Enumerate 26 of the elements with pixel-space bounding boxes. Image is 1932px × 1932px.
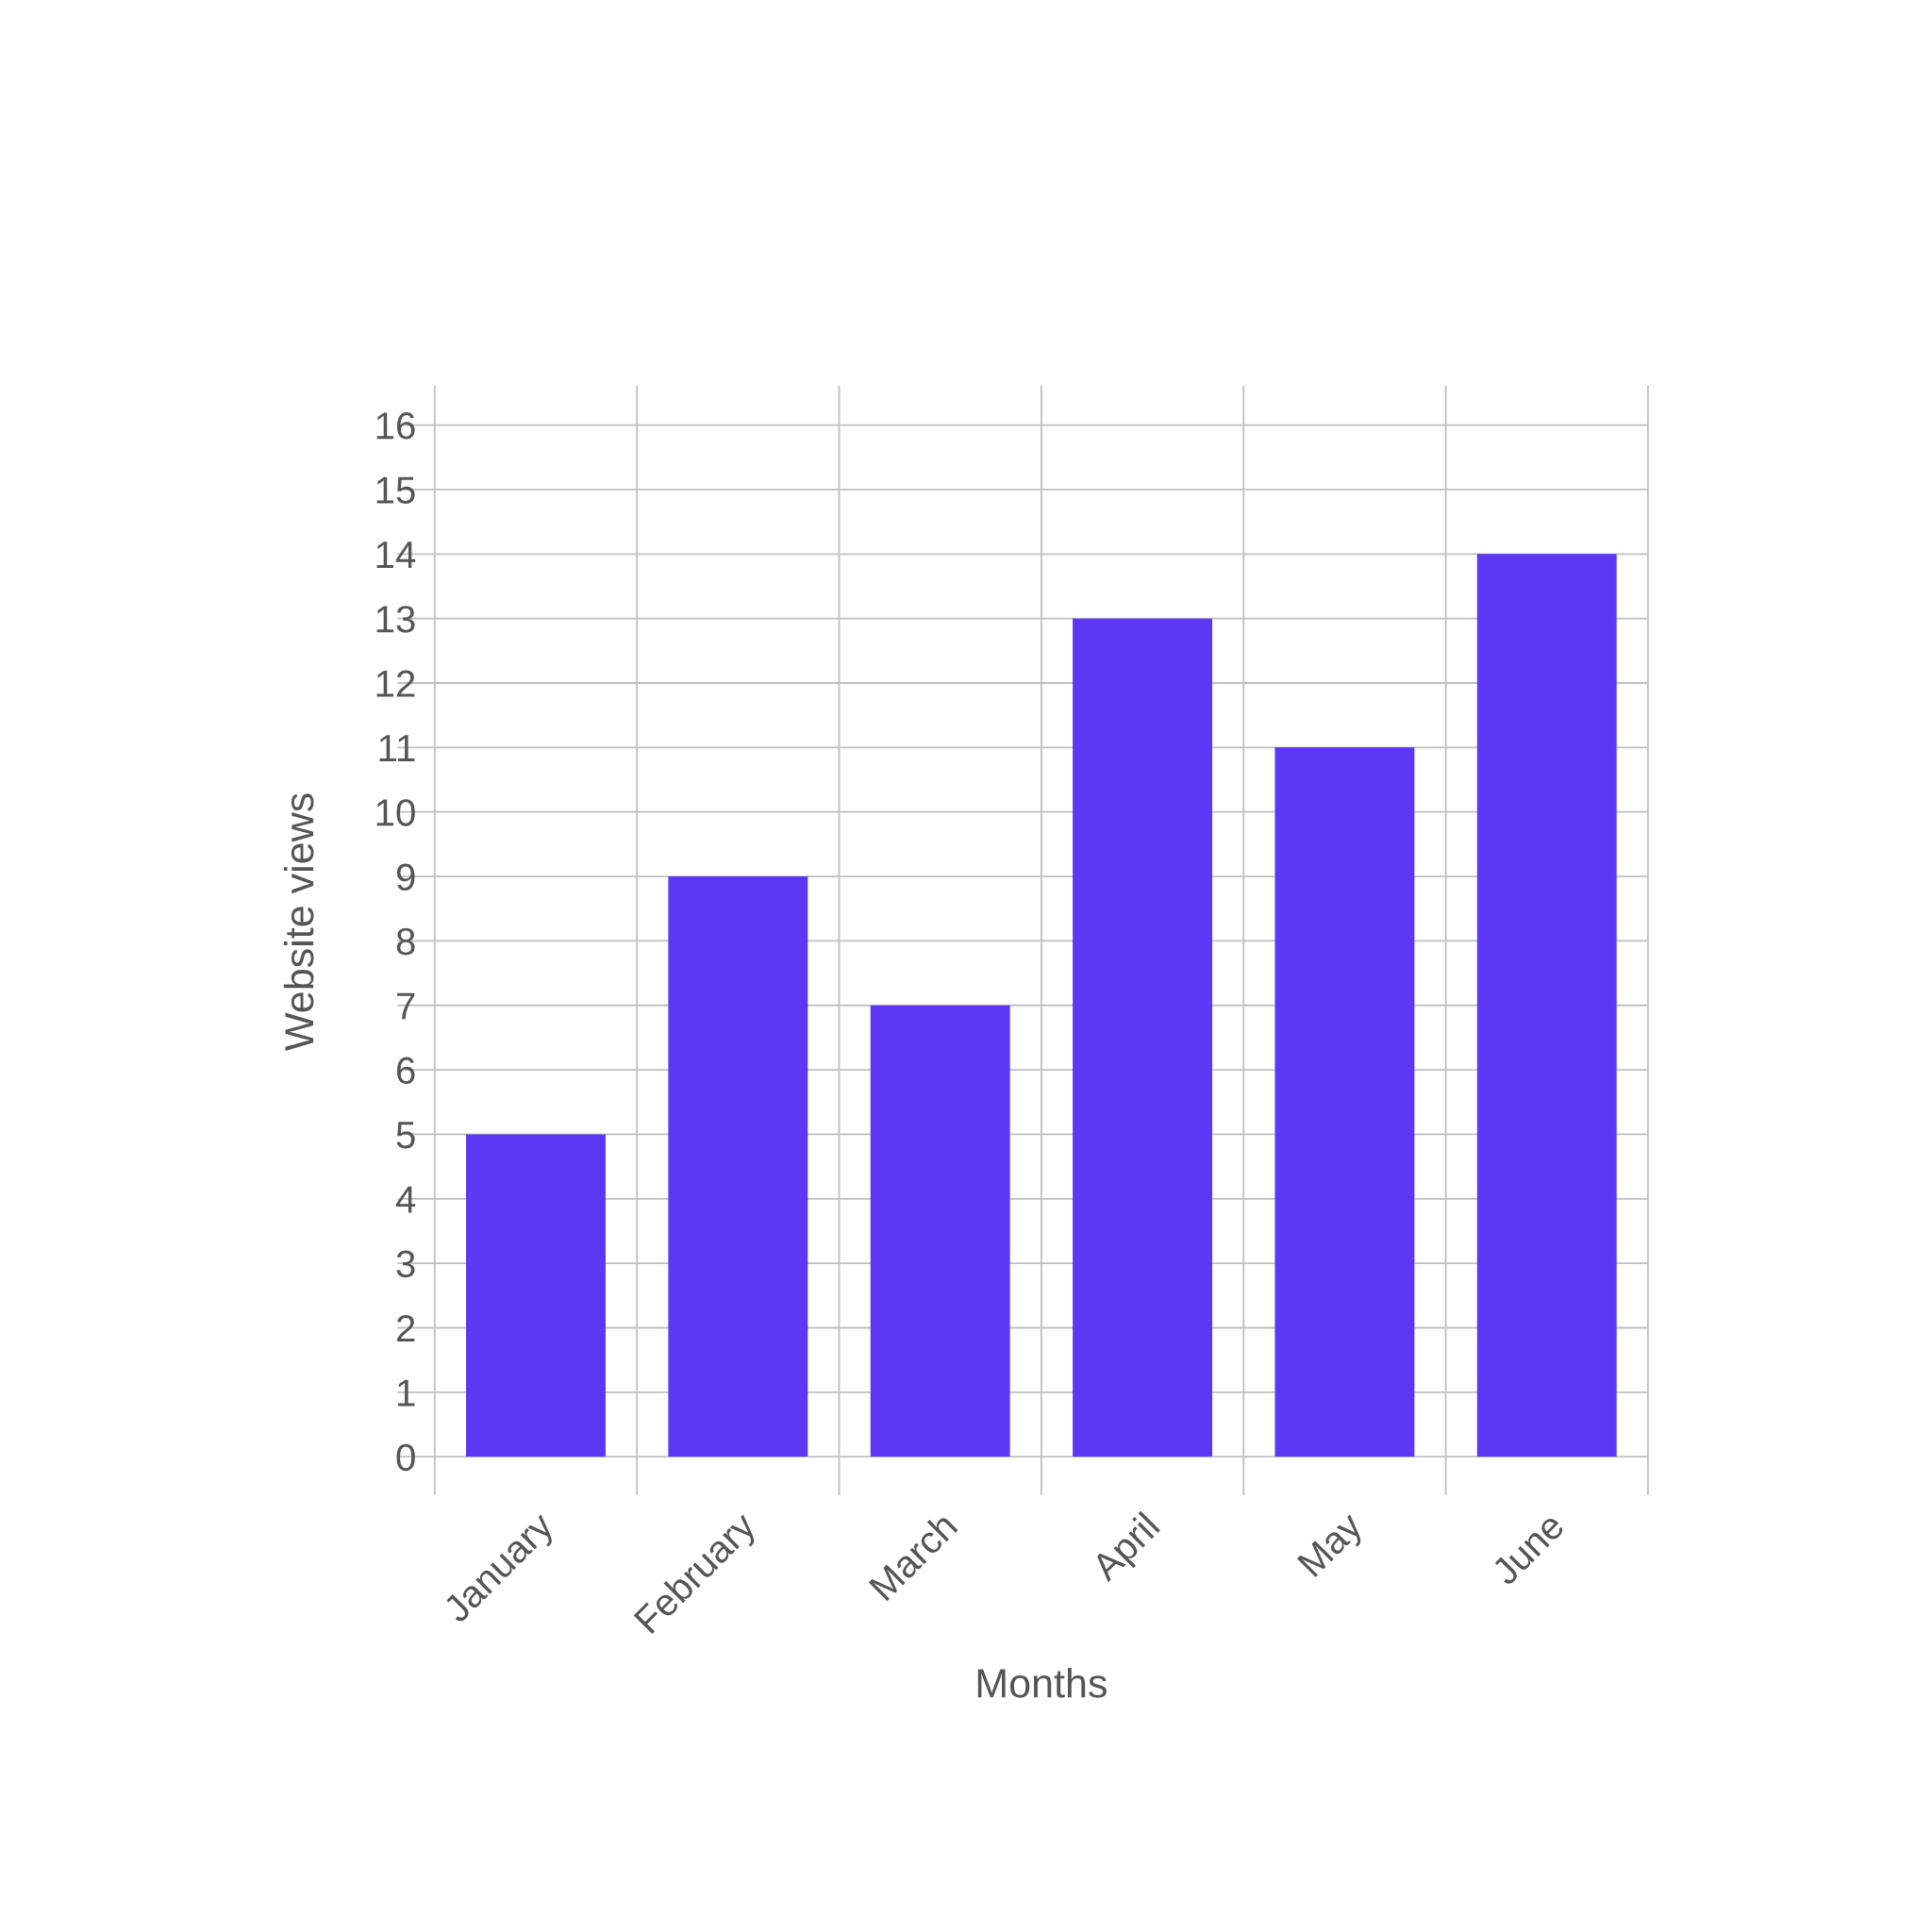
y-tick-label: 15: [376, 476, 415, 504]
y-tick-label: 13: [376, 606, 415, 633]
y-tick-label: 2: [396, 1314, 415, 1342]
y-tick-label: 5: [396, 1122, 415, 1149]
bar: [870, 1005, 1010, 1457]
y-tick-label: 4: [395, 1186, 416, 1213]
y-tick-label: 6: [397, 1057, 415, 1085]
bar: [668, 876, 808, 1457]
y-tick-label: 1: [398, 1379, 415, 1407]
bar: [1476, 554, 1617, 1457]
y-tick-label: 8: [396, 927, 415, 956]
bar: [466, 1134, 606, 1457]
x-axis-title: Months: [977, 1668, 1107, 1698]
y-tick-label: 0: [396, 1443, 415, 1472]
y-tick-label: 16: [376, 412, 415, 440]
x-tick-label: May: [1296, 1509, 1370, 1583]
y-tick-label: 9: [396, 863, 415, 891]
y-tick-label: 3: [396, 1250, 415, 1278]
y-tick-label: 11: [379, 735, 415, 761]
y-tick-label: 7: [397, 992, 415, 1020]
bar: [1073, 618, 1212, 1457]
y-tick-label: 14: [376, 541, 416, 568]
bar: [1274, 747, 1415, 1457]
y-tick-label: 12: [376, 670, 415, 697]
y-tick-label: 10: [376, 799, 415, 826]
y-axis-title: Website views: [283, 793, 314, 1051]
